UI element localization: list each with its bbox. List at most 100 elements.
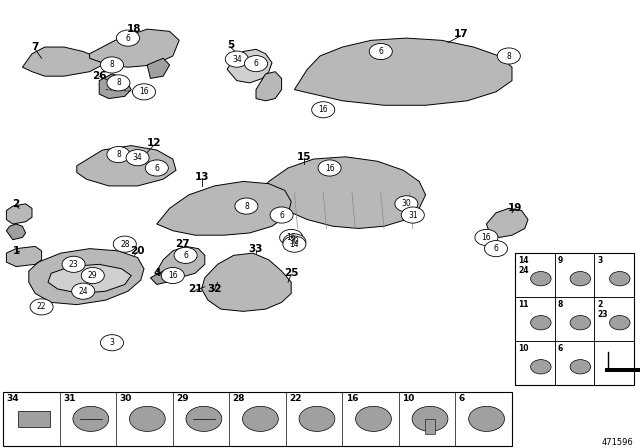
Text: 33: 33 <box>249 244 263 254</box>
Text: 31: 31 <box>63 394 76 403</box>
Polygon shape <box>99 74 131 99</box>
Circle shape <box>116 30 140 46</box>
Text: 6: 6 <box>459 394 465 403</box>
Polygon shape <box>22 47 102 76</box>
Circle shape <box>174 247 197 263</box>
Circle shape <box>107 146 130 163</box>
Text: 29: 29 <box>88 271 98 280</box>
Circle shape <box>113 236 136 252</box>
Text: 8: 8 <box>244 202 249 211</box>
Circle shape <box>186 406 222 431</box>
Bar <box>3 392 512 446</box>
Circle shape <box>73 406 109 431</box>
Circle shape <box>401 207 424 223</box>
Text: 31: 31 <box>408 211 418 220</box>
Polygon shape <box>486 208 528 237</box>
Text: 27: 27 <box>175 239 189 249</box>
Circle shape <box>475 229 498 246</box>
Bar <box>19 411 51 427</box>
Circle shape <box>395 196 418 212</box>
Circle shape <box>270 207 293 223</box>
Circle shape <box>531 271 551 286</box>
Text: 34: 34 <box>132 153 143 162</box>
Circle shape <box>283 234 306 250</box>
Text: 16: 16 <box>168 271 178 280</box>
Text: 19: 19 <box>508 203 522 213</box>
Bar <box>515 253 634 385</box>
Circle shape <box>356 406 392 431</box>
Text: 8: 8 <box>506 52 511 60</box>
Bar <box>515 297 555 341</box>
Text: 10: 10 <box>518 344 529 353</box>
Circle shape <box>107 75 130 91</box>
Polygon shape <box>6 204 32 224</box>
Text: 16: 16 <box>346 394 358 403</box>
Bar <box>515 253 555 297</box>
Text: 28: 28 <box>232 394 245 403</box>
Circle shape <box>81 267 104 284</box>
Text: 6: 6 <box>378 47 383 56</box>
Bar <box>555 253 594 297</box>
Text: 29: 29 <box>176 394 189 403</box>
Text: 14: 14 <box>289 240 300 249</box>
Circle shape <box>531 360 551 374</box>
Polygon shape <box>227 49 272 83</box>
Text: 30: 30 <box>120 394 132 403</box>
Text: 5: 5 <box>227 40 234 50</box>
Text: 6: 6 <box>253 59 259 68</box>
Text: 6: 6 <box>558 344 563 353</box>
Text: 25: 25 <box>284 268 298 278</box>
Text: 3: 3 <box>597 256 603 265</box>
Circle shape <box>30 299 53 315</box>
Polygon shape <box>157 246 205 278</box>
Text: 20: 20 <box>131 246 145 256</box>
Text: 471596: 471596 <box>602 438 634 447</box>
Circle shape <box>468 406 504 431</box>
Text: 1: 1 <box>12 246 20 256</box>
Text: 16: 16 <box>324 164 335 172</box>
Text: 10: 10 <box>402 394 415 403</box>
Polygon shape <box>294 38 512 105</box>
Circle shape <box>570 315 591 330</box>
Circle shape <box>412 406 448 431</box>
Circle shape <box>244 56 268 72</box>
Text: 9: 9 <box>558 256 563 265</box>
Bar <box>515 341 555 385</box>
Text: 8: 8 <box>116 150 121 159</box>
Circle shape <box>497 48 520 64</box>
Text: 13: 13 <box>195 172 209 182</box>
Text: 16: 16 <box>318 105 328 114</box>
Text: 6: 6 <box>493 244 499 253</box>
Circle shape <box>129 406 165 431</box>
Polygon shape <box>77 146 176 186</box>
Text: 8: 8 <box>116 78 121 87</box>
Polygon shape <box>202 253 291 311</box>
Polygon shape <box>157 181 291 235</box>
Circle shape <box>132 84 156 100</box>
Circle shape <box>312 102 335 118</box>
Text: 11: 11 <box>518 300 529 309</box>
Text: 34: 34 <box>232 55 242 64</box>
Polygon shape <box>6 246 42 267</box>
Circle shape <box>609 271 630 286</box>
Polygon shape <box>256 157 426 228</box>
Circle shape <box>484 241 508 257</box>
Circle shape <box>570 360 591 374</box>
Text: 22: 22 <box>37 302 46 311</box>
Bar <box>594 297 634 341</box>
Text: 14
24: 14 24 <box>518 256 529 275</box>
Text: 34: 34 <box>6 394 19 403</box>
Circle shape <box>145 160 168 176</box>
Circle shape <box>369 43 392 60</box>
Bar <box>594 341 634 385</box>
Text: 6: 6 <box>279 211 284 220</box>
Text: 6: 6 <box>125 34 131 43</box>
Polygon shape <box>256 72 282 101</box>
Bar <box>605 368 640 372</box>
Circle shape <box>243 406 278 431</box>
Text: 28: 28 <box>120 240 129 249</box>
Circle shape <box>72 283 95 299</box>
Text: 2
23: 2 23 <box>597 300 608 319</box>
Text: 16: 16 <box>139 87 149 96</box>
Polygon shape <box>48 264 131 293</box>
